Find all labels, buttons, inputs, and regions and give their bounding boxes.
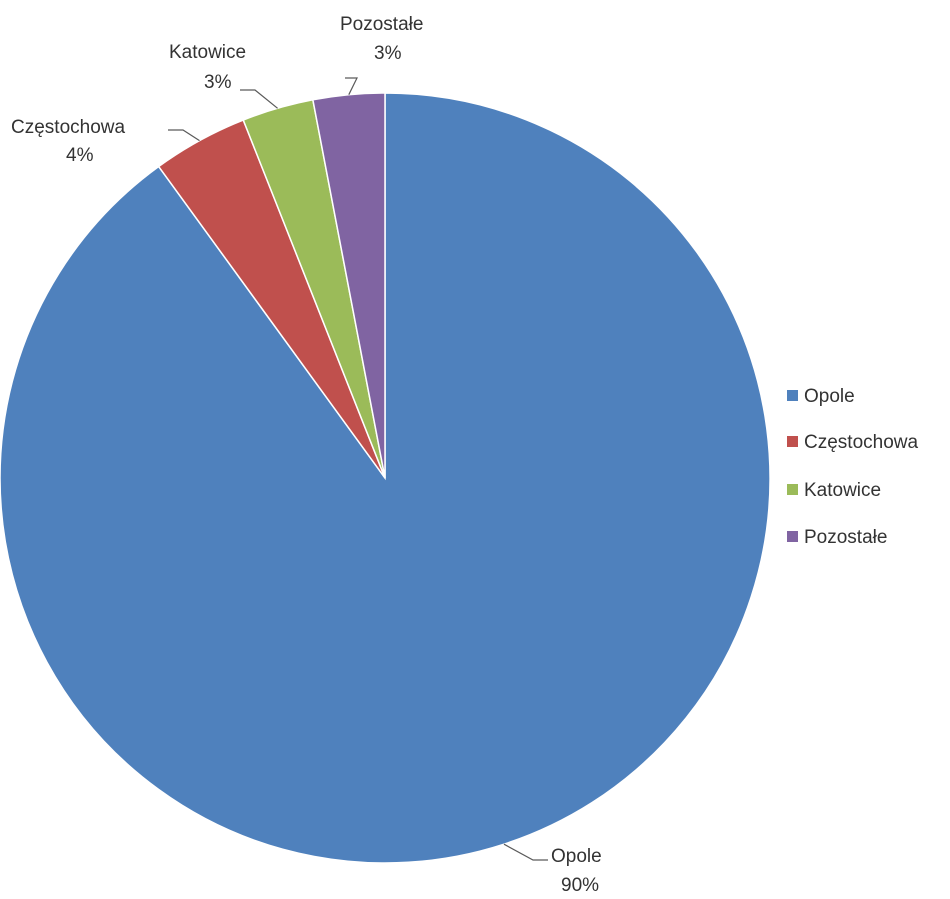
data-label-value-katowice: 3% — [204, 72, 232, 93]
data-label-value-czestochowa: 4% — [66, 145, 94, 166]
data-label-name-czestochowa: Częstochowa — [11, 117, 125, 138]
legend-label-pozostale: Pozostałe — [804, 527, 887, 548]
data-label-name-opole: Opole — [551, 846, 602, 867]
legend-swatch-pozostale — [787, 531, 798, 542]
data-labels: Opole 90% Częstochowa 4% Katowice 3% Poz… — [11, 14, 602, 896]
leader-line-opole — [503, 843, 548, 861]
leader-lines — [168, 77, 548, 861]
leader-line-katowice — [240, 89, 278, 109]
pie-slices — [0, 92, 771, 864]
leader-line-czestochowa — [168, 129, 200, 142]
data-label-value-pozostale: 3% — [374, 43, 402, 64]
legend-swatch-czestochowa — [787, 436, 798, 447]
legend-label-czestochowa: Częstochowa — [804, 432, 918, 453]
data-label-value-opole: 90% — [561, 875, 599, 896]
legend-swatch-katowice — [787, 484, 798, 495]
pie-slice-pozostale — [311, 92, 386, 479]
leader-line-pozostale — [345, 77, 358, 95]
legend: Opole Częstochowa Katowice Pozostałe — [787, 386, 918, 548]
data-label-name-katowice: Katowice — [169, 42, 246, 63]
legend-label-katowice: Katowice — [804, 480, 881, 501]
legend-label-opole: Opole — [804, 386, 855, 407]
data-label-name-pozostale: Pozostałe — [340, 14, 423, 35]
legend-swatch-opole — [787, 390, 798, 401]
